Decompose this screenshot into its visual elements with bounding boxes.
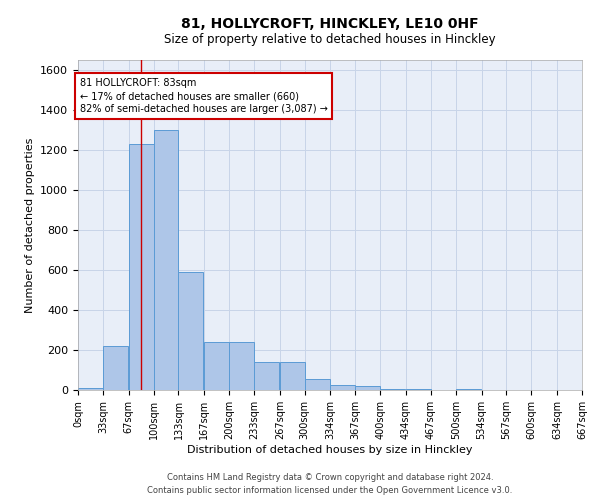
X-axis label: Distribution of detached houses by size in Hinckley: Distribution of detached houses by size … bbox=[187, 444, 473, 454]
Text: Size of property relative to detached houses in Hinckley: Size of property relative to detached ho… bbox=[164, 32, 496, 46]
Bar bbox=[78, 388, 103, 390]
Bar bbox=[305, 379, 329, 390]
Y-axis label: Number of detached properties: Number of detached properties bbox=[25, 138, 35, 312]
Text: 81, HOLLYCROFT, HINCKLEY, LE10 0HF: 81, HOLLYCROFT, HINCKLEY, LE10 0HF bbox=[181, 18, 479, 32]
Bar bbox=[406, 389, 431, 390]
Bar bbox=[331, 385, 355, 390]
Text: Contains HM Land Registry data © Crown copyright and database right 2024.
Contai: Contains HM Land Registry data © Crown c… bbox=[148, 474, 512, 495]
Bar bbox=[380, 389, 405, 390]
Bar bbox=[128, 144, 154, 390]
Bar bbox=[229, 342, 254, 390]
Text: 81 HOLLYCROFT: 83sqm
← 17% of detached houses are smaller (660)
82% of semi-deta: 81 HOLLYCROFT: 83sqm ← 17% of detached h… bbox=[80, 78, 328, 114]
Bar bbox=[154, 130, 178, 390]
Bar bbox=[456, 389, 481, 390]
Bar bbox=[103, 346, 128, 390]
Bar bbox=[254, 362, 279, 390]
Bar bbox=[355, 386, 380, 390]
Bar bbox=[178, 272, 203, 390]
Bar bbox=[204, 342, 229, 390]
Bar bbox=[280, 362, 305, 390]
